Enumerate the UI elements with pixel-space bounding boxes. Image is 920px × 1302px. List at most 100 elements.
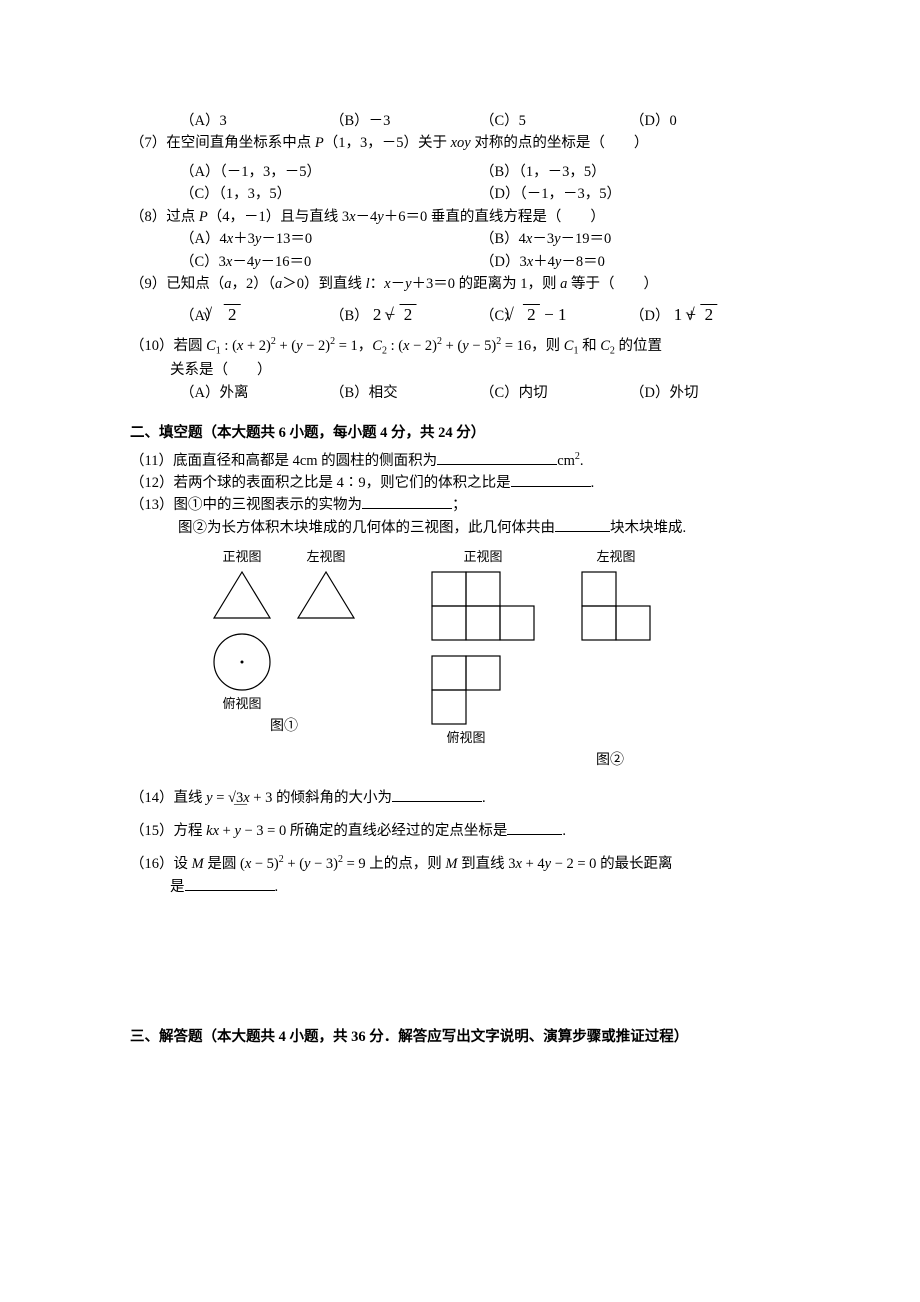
q10-C2b: C (600, 338, 610, 354)
q10-C1: C (206, 338, 216, 354)
q16-M1: M (192, 856, 204, 872)
q16-eq2: 3x + 4y − 2 = 0 (508, 856, 596, 872)
q12-pre: （12）若两个球的表面积之比是 4∶9，则它们的体积之比是 (130, 475, 511, 491)
q10-tail: 的位置 (615, 338, 662, 354)
section2-title: 二、填空题（本大题共 6 小题，每小题 4 分，共 24 分） (130, 422, 790, 444)
fig2-side: 左视图 (578, 547, 654, 643)
q16-tail: 的最长距离 (596, 856, 672, 872)
q9-opt-a: （A） 2 √ (180, 302, 330, 328)
q12-dot: . (591, 475, 595, 491)
figure-1: 正视图 左视图 俯视图 图① (210, 547, 358, 771)
q10-pre: （10）若圆 (130, 338, 206, 354)
q9-a1: a (224, 276, 231, 292)
q10-stem: （10）若圆 C1 : (x + 2)2 + (y − 2)2 = 1，C2 :… (130, 334, 790, 359)
q16-mid3: 到直线 (458, 856, 509, 872)
q16-blank (185, 876, 275, 891)
q11: （11）底面直径和高都是 4cm 的圆柱的侧面积为cm2. (130, 449, 790, 472)
q6-opt-d: （D）0 (630, 110, 780, 132)
q10-and: 和 (578, 338, 600, 354)
q9-d-label: （D） (630, 308, 669, 324)
q6-opt-a: （A）3 (180, 110, 330, 132)
q9-t2: ，2）（ (232, 276, 276, 292)
q9-b-label: （B） (330, 308, 369, 324)
q16-eq: (x − 5)2 + (y − 3)2 = 9 (240, 856, 366, 872)
fig2-top-svg (428, 652, 504, 728)
triangle-icon (294, 568, 358, 622)
q7-coords: （1，3，－5）关于 (324, 135, 451, 151)
q10-C1b: C (564, 338, 574, 354)
fig2-caption: 图② (596, 750, 624, 772)
q6-opt-b: （B）－3 (330, 110, 480, 132)
fig2-front-svg (428, 568, 538, 644)
q13a: （13）图①中的三视图表示的实物为； (130, 494, 790, 516)
fig1-front-label: 正视图 (222, 547, 261, 567)
q9-colon: ： (370, 276, 385, 292)
fig2-front: 正视图 (428, 547, 538, 643)
q12: （12）若两个球的表面积之比是 4∶9，则它们的体积之比是. (130, 472, 790, 494)
q11-pre: （11）底面直径和高都是 4cm 的圆柱的侧面积为 (130, 453, 437, 469)
fig2-front-label: 正视图 (463, 547, 502, 567)
fig1-top: 俯视图 (210, 630, 274, 714)
q8-opt-b: （B）4x－3y－19＝0 (480, 228, 780, 250)
q8-stem: （8）过点 P（4，－1）且与直线 3x－4y＋6＝0 垂直的直线方程是（ ） (130, 206, 790, 228)
q13-blank2 (555, 517, 610, 532)
q13-blank1 (362, 494, 452, 509)
q9-a-label: （A） (180, 308, 219, 324)
q13b: 图②为长方体积木块堆成的几何体的三视图，此几何体共由块木块堆成. (130, 517, 790, 539)
q7-plane: xoy (451, 135, 471, 151)
circle-icon (210, 630, 274, 694)
section3-title: 三、解答题（本大题共 4 小题，共 36 分．解答应写出文字说明、演算步骤或推证… (130, 1026, 790, 1048)
q13-b: 图②为长方体积木块堆成的几何体的三视图，此几何体共由 (178, 520, 555, 536)
q7-text1: （7）在空间直角坐标系中点 (130, 135, 315, 151)
q7-opt-d: （D）（－1，－3，5） (480, 183, 780, 205)
q10-opt-a: （A）外离 (180, 382, 330, 404)
q14-pre: （14）直线 (130, 790, 206, 806)
q11-dot: . (580, 453, 584, 469)
q14-eq: y = __√3x + 3 (206, 790, 272, 806)
q15-tail: 所确定的直线必经过的定点坐标是 (286, 823, 507, 839)
q16-mid2: 上的点，则 (366, 856, 446, 872)
q9-opt-b: （B） 2 − 2 √ (330, 302, 480, 328)
q7-options-row2: （C）（1，3，5） （D）（－1，－3，5） (130, 183, 790, 205)
fig1-front: 正视图 (210, 547, 274, 621)
q8-row1: （A）4x＋3y－13＝0 （B）4x－3y－19＝0 (130, 228, 790, 250)
q16-pre: （16）设 (130, 856, 192, 872)
q16-line2: 是. (130, 876, 790, 898)
q7-tail: 对称的点的坐标是（ ） (471, 135, 649, 151)
fig1-caption: 图① (270, 716, 298, 738)
q9-opt-d: （D） 1 + 2 √ (630, 302, 800, 328)
figures-container: 正视图 左视图 俯视图 图① 正视图 (130, 547, 790, 771)
q7-P: P (315, 135, 324, 151)
q9-opt-c: （C） 2 − 1√ (480, 302, 630, 328)
q14-tail: 的倾斜角的大小为 (272, 790, 392, 806)
q8-row2: （C）3x－4y－16＝0 （D）3x＋4y－8＝0 (130, 251, 790, 273)
q16-M2: M (445, 856, 457, 872)
q10-opt-b: （B）相交 (330, 382, 480, 404)
q8-t3: －4 (356, 209, 378, 225)
q10-options: （A）外离 （B）相交 （C）内切 （D）外切 (130, 382, 790, 404)
q16-mid: 是圆 (204, 856, 240, 872)
figure-2: 正视图 左视图 (428, 547, 654, 771)
q12-blank (511, 472, 591, 487)
q13-semi: ； (452, 497, 467, 513)
q16: （16）设 M 是圆 (x − 5)2 + (y − 3)2 = 9 上的点，则… (130, 852, 790, 875)
q8-t1: （8）过点 (130, 209, 199, 225)
q10-e1: : (x + 2)2 + (y − 2)2 = 1， (221, 338, 372, 354)
q15: （15）方程 kx + y − 3 = 0 所确定的直线必经过的定点坐标是. (130, 820, 790, 842)
q8-opt-c: （C）3x－4y－16＝0 (180, 251, 480, 273)
fig2-side-svg (578, 568, 654, 644)
fig1-side-label: 左视图 (306, 547, 345, 567)
q6-options: （A）3 （B）－3 （C）5 （D）0 (130, 110, 790, 132)
q7-options-row1: （A）（－1，3，－5） （B）（1，－3，5） (130, 161, 790, 183)
fig2-side-label: 左视图 (596, 547, 635, 567)
q9-t1: （9）已知点（ (130, 276, 224, 292)
q8-t2: （4，－1）且与直线 3 (208, 209, 349, 225)
q7-opt-a: （A）（－1，3，－5） (180, 161, 480, 183)
q14-dot: . (482, 790, 486, 806)
q14-blank (392, 787, 482, 802)
q16-dot: . (275, 879, 279, 895)
q9-options: （A） 2 √ （B） 2 − 2 √ （C） 2 − 1√ （D） 1 + 2… (130, 302, 790, 328)
q7-opt-c: （C）（1，3，5） (180, 183, 480, 205)
q8-t4: ＋6＝0 垂直的直线方程是（ ） (384, 209, 605, 225)
fig2-top-label: 俯视图 (446, 728, 485, 748)
